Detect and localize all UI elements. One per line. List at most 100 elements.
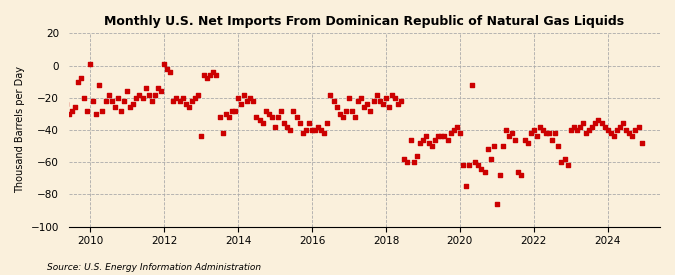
Point [344, 95, 354, 100]
Point [239, 92, 250, 97]
Point [338, 115, 348, 119]
Point [470, 160, 481, 164]
Point [488, 144, 499, 148]
Point [359, 105, 370, 110]
Point [128, 102, 138, 106]
Point [236, 102, 246, 106]
Point [464, 163, 475, 167]
Point [381, 95, 392, 100]
Point [91, 112, 102, 116]
Point [371, 92, 382, 97]
Point [593, 118, 603, 122]
Point [466, 83, 477, 87]
Point [433, 134, 443, 139]
Point [442, 138, 453, 142]
Point [63, 112, 74, 116]
Point [267, 115, 277, 119]
Point [119, 99, 130, 103]
Point [547, 138, 558, 142]
Point [516, 173, 527, 177]
Point [263, 112, 274, 116]
Point [94, 83, 105, 87]
Point [60, 102, 71, 106]
Point [436, 134, 447, 139]
Point [369, 99, 379, 103]
Point [325, 92, 336, 97]
Point [113, 95, 124, 100]
Point [525, 131, 536, 135]
Point [153, 86, 163, 90]
Point [633, 125, 644, 129]
Point [485, 157, 496, 161]
Point [550, 131, 561, 135]
Point [72, 79, 83, 84]
Point [454, 131, 465, 135]
Point [393, 102, 404, 106]
Point [612, 128, 622, 132]
Point [223, 115, 234, 119]
Point [76, 76, 86, 81]
Point [100, 99, 111, 103]
Point [199, 73, 210, 77]
Point [156, 89, 167, 94]
Point [362, 102, 373, 106]
Point [304, 121, 315, 126]
Point [97, 108, 108, 113]
Point [405, 138, 416, 142]
Point [377, 102, 388, 106]
Point [543, 131, 554, 135]
Point [291, 115, 302, 119]
Point [421, 134, 431, 139]
Point [531, 134, 542, 139]
Point [636, 141, 647, 145]
Point [587, 125, 597, 129]
Point [513, 170, 524, 174]
Point [217, 131, 228, 135]
Point [178, 95, 188, 100]
Point [630, 128, 641, 132]
Point [599, 125, 610, 129]
Point [439, 134, 450, 139]
Point [458, 163, 468, 167]
Y-axis label: Thousand Barrels per Day: Thousand Barrels per Day [15, 67, 25, 193]
Point [387, 92, 398, 97]
Point [479, 170, 490, 174]
Point [482, 147, 493, 152]
Title: Monthly U.S. Net Imports From Dominican Republic of Natural Gas Liquids: Monthly U.S. Net Imports From Dominican … [104, 15, 624, 28]
Point [310, 128, 321, 132]
Point [535, 125, 545, 129]
Point [621, 128, 632, 132]
Point [408, 160, 419, 164]
Point [242, 99, 252, 103]
Point [414, 141, 425, 145]
Point [504, 134, 514, 139]
Point [590, 121, 601, 126]
Point [427, 144, 437, 148]
Point [510, 138, 520, 142]
Point [562, 163, 573, 167]
Point [347, 108, 358, 113]
Point [137, 95, 148, 100]
Point [54, 99, 65, 103]
Point [143, 92, 154, 97]
Point [140, 86, 151, 90]
Point [79, 95, 90, 100]
Point [559, 157, 570, 161]
Point [196, 134, 207, 139]
Point [356, 95, 367, 100]
Point [70, 105, 80, 110]
Point [233, 95, 244, 100]
Point [566, 128, 576, 132]
Point [165, 70, 176, 74]
Point [245, 95, 256, 100]
Point [627, 134, 638, 139]
Point [208, 70, 219, 74]
Point [614, 125, 625, 129]
Point [452, 125, 462, 129]
Point [254, 118, 265, 122]
Point [168, 99, 179, 103]
Point [473, 163, 484, 167]
Point [448, 128, 459, 132]
Point [350, 115, 360, 119]
Point [261, 108, 271, 113]
